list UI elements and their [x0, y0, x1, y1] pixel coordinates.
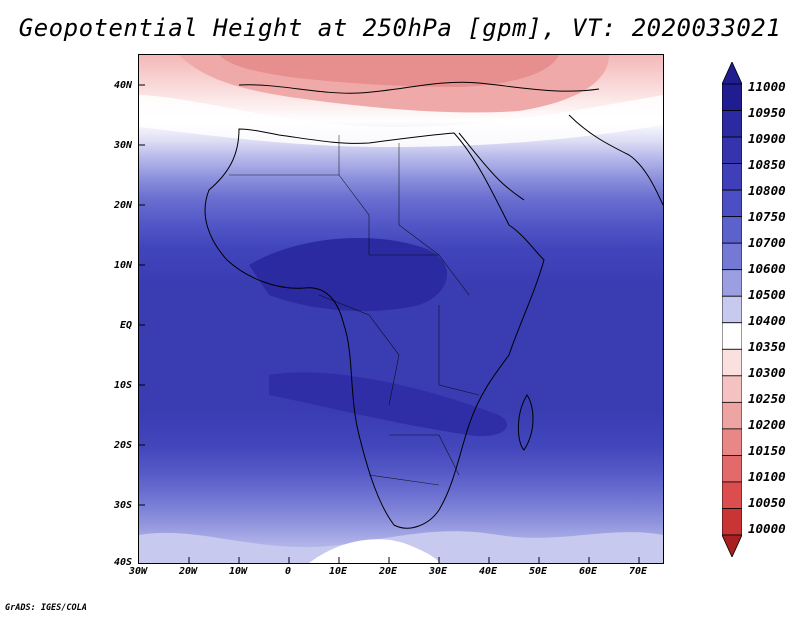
- colorbar-segment: [722, 428, 742, 456]
- colorbar-label: 10700: [748, 235, 786, 250]
- lon-label: 50E: [528, 566, 548, 577]
- lon-label: 10E: [328, 566, 348, 577]
- colorbar-label: 10050: [748, 495, 786, 510]
- coastlines: [204, 81, 663, 529]
- colorbar-label: 10250: [748, 391, 786, 406]
- lat-label: 10S: [113, 380, 132, 391]
- credit-text: GrADS: IGES/COLA: [5, 603, 87, 613]
- colorbar-segment: [722, 242, 742, 271]
- colorbar-segment: [722, 83, 742, 111]
- colorbar-segment: [722, 295, 742, 324]
- colorbar-segment: [722, 375, 742, 403]
- colorbar-label: 10300: [748, 365, 786, 380]
- colorbar-label: 10400: [748, 313, 786, 328]
- colorbar-segment: [722, 322, 742, 350]
- lat-label: 30S: [113, 500, 132, 511]
- colorbar-label: 10900: [748, 131, 786, 146]
- lat-label: EQ: [119, 320, 132, 331]
- colorbar-label: 10350: [748, 339, 786, 354]
- colorbar-label: 10850: [748, 157, 786, 172]
- lat-label: 10N: [113, 260, 132, 271]
- lon-label: 20E: [378, 566, 398, 577]
- lat-label: 20S: [113, 440, 132, 451]
- colorbar-label: 10200: [748, 417, 786, 432]
- lon-label: 20W: [178, 566, 198, 577]
- mid-region-white: [139, 95, 663, 147]
- colorbar-segment: [722, 110, 742, 138]
- country-borders: [229, 135, 480, 486]
- map-panel: [138, 54, 664, 564]
- lon-label: 10W: [228, 566, 248, 577]
- colorbar-segment: [722, 216, 742, 244]
- colorbar-label: 10950: [748, 105, 786, 120]
- colorbar-segment: [722, 189, 742, 218]
- high-core-central-africa: [249, 238, 448, 312]
- lon-label: 40E: [478, 566, 498, 577]
- map-title: Geopotential Height at 250hPa [gpm], VT:…: [18, 14, 782, 42]
- lon-label: 60E: [578, 566, 598, 577]
- colorbar-cap-top: [722, 62, 742, 85]
- colorbar-label: 10000: [748, 521, 786, 536]
- colorbar: [722, 62, 742, 557]
- colorbar-segment: [722, 508, 742, 536]
- colorbar-label: 10750: [748, 209, 786, 224]
- colorbar-label: 10100: [748, 469, 786, 484]
- colorbar-label: 10800: [748, 183, 786, 198]
- lat-label: 40S: [113, 557, 132, 568]
- lat-label: 30N: [113, 140, 132, 151]
- colorbar-segment: [722, 401, 742, 430]
- colorbar-segment: [722, 136, 742, 164]
- lon-label: 0: [284, 566, 292, 577]
- lon-label: 30E: [428, 566, 448, 577]
- colorbar-segment: [722, 481, 742, 509]
- colorbar-label: 10150: [748, 443, 786, 458]
- colorbar-segment: [722, 163, 742, 191]
- high-core-southern-belt: [269, 372, 508, 437]
- lon-label: 30W: [128, 566, 148, 577]
- colorbar-label: 10500: [748, 287, 786, 302]
- lat-label: 40N: [113, 80, 132, 91]
- colorbar-label: 10600: [748, 261, 786, 276]
- height-field: [139, 55, 663, 563]
- high-region-red-core: [219, 55, 559, 87]
- axis-ticks: [139, 84, 640, 563]
- lon-label: 70E: [628, 566, 648, 577]
- colorbar-segment: [722, 455, 742, 483]
- colorbar-cap-bottom: [722, 534, 742, 557]
- colorbar-segment: [722, 269, 742, 297]
- colorbar-label: 11000: [748, 79, 786, 94]
- low-region-white-lobe: [309, 539, 439, 563]
- lat-label: 20N: [113, 200, 132, 211]
- colorbar-segment: [722, 348, 742, 377]
